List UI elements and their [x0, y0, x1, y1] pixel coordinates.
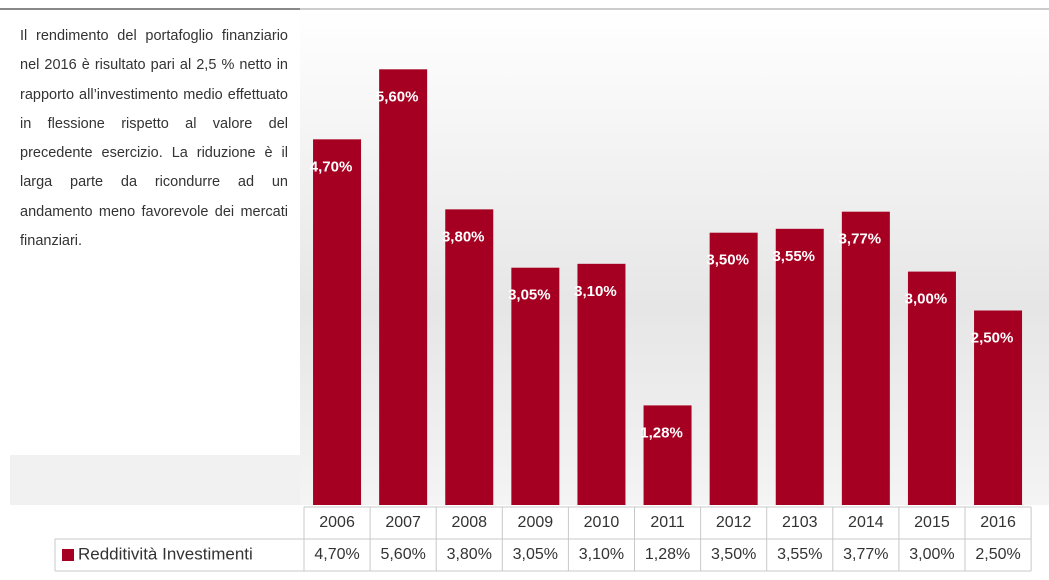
data-label: 3,05% — [508, 287, 551, 304]
legend-cell-bg — [55, 539, 304, 571]
bar — [379, 69, 428, 505]
bar — [313, 139, 362, 505]
table-value: 2,50% — [975, 546, 1020, 563]
bar — [775, 228, 824, 505]
bar — [974, 310, 1023, 505]
table-value: 3,77% — [843, 546, 888, 563]
chart-body: 4,70% 5,60% 3,80% 3,05% 3,10% 1,28% 3,50% 3,55%… — [54, 69, 1032, 572]
data-label: 3,00% — [905, 291, 948, 308]
intro-text: Il rendimento del portafoglio finanziari… — [20, 28, 288, 250]
data-label: 3,50% — [706, 252, 749, 269]
table-value: 3,10% — [579, 546, 624, 563]
x-tick-label: 2016 — [980, 514, 1016, 531]
x-tick-label: 2015 — [914, 514, 950, 531]
table-value: 5,60% — [380, 546, 425, 563]
table-value: 4,70% — [314, 546, 359, 563]
bar — [709, 232, 758, 505]
data-label: 4,70% — [310, 158, 353, 175]
bar — [907, 271, 956, 505]
left-shade — [10, 455, 300, 505]
x-tick-label: 2010 — [584, 514, 620, 531]
bar — [841, 211, 890, 505]
table-value: 3,50% — [711, 546, 756, 563]
data-label: 1,28% — [640, 424, 683, 441]
x-tick-label: 2103 — [782, 514, 818, 531]
data-label: 3,80% — [442, 228, 485, 245]
bar — [643, 405, 692, 505]
data-label: 5,60% — [376, 88, 419, 105]
table-value: 3,00% — [909, 546, 954, 563]
x-tick-label: 2011 — [650, 514, 685, 531]
bar — [511, 267, 560, 505]
table-value: 3,55% — [777, 546, 822, 563]
x-tick-label: 2007 — [385, 514, 421, 531]
x-tick-label: 2006 — [319, 514, 355, 531]
data-label: 2,50% — [971, 329, 1014, 346]
x-tick-label: 2009 — [518, 514, 554, 531]
bar — [445, 209, 494, 506]
x-tick-label: 2012 — [716, 514, 752, 531]
table-value: 3,80% — [447, 546, 492, 563]
x-tick-label: 2014 — [848, 514, 884, 531]
x-tick-label: 2008 — [451, 514, 487, 531]
legend-swatch — [62, 549, 74, 561]
bar — [577, 263, 626, 505]
data-label: 3,77% — [839, 231, 882, 248]
legend-label: Redditività Investimenti — [78, 544, 253, 563]
table-value: 3,05% — [513, 546, 558, 563]
data-label: 3,10% — [574, 283, 617, 300]
table-value: 1,28% — [645, 546, 690, 563]
data-label: 3,55% — [772, 248, 815, 265]
